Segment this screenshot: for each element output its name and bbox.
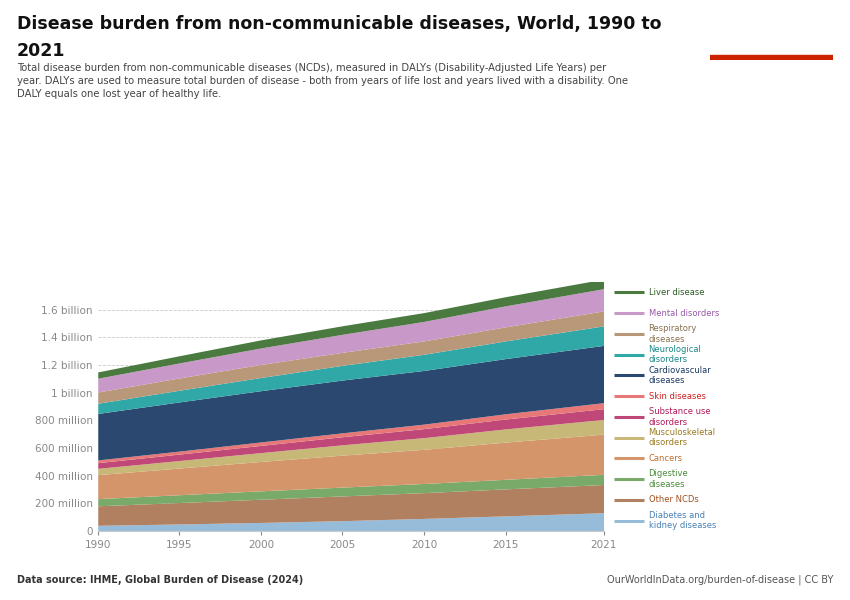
Text: in Data: in Data <box>749 38 794 48</box>
Text: Digestive
diseases: Digestive diseases <box>649 469 688 489</box>
Text: Other NCDs: Other NCDs <box>649 496 699 505</box>
Text: Diabetes and
kidney diseases: Diabetes and kidney diseases <box>649 511 716 530</box>
Text: Skin diseases: Skin diseases <box>649 392 705 401</box>
Text: Neurological
disorders: Neurological disorders <box>649 345 701 364</box>
Text: OurWorldInData.org/burden-of-disease | CC BY: OurWorldInData.org/burden-of-disease | C… <box>607 575 833 585</box>
Text: Total disease burden from non-communicable diseases (NCDs), measured in DALYs (D: Total disease burden from non-communicab… <box>17 63 628 100</box>
Bar <box>710 55 833 60</box>
Text: Data source: IHME, Global Burden of Disease (2024): Data source: IHME, Global Burden of Dise… <box>17 575 303 585</box>
Text: Our World: Our World <box>740 22 803 32</box>
Text: Cardiovascular
diseases: Cardiovascular diseases <box>649 365 711 385</box>
Text: Respiratory
diseases: Respiratory diseases <box>649 324 697 344</box>
Text: Mental disorders: Mental disorders <box>649 308 719 317</box>
Text: Substance use
disorders: Substance use disorders <box>649 407 710 427</box>
Text: Disease burden from non-communicable diseases, World, 1990 to: Disease burden from non-communicable dis… <box>17 15 661 33</box>
Text: Musculoskeletal
disorders: Musculoskeletal disorders <box>649 428 716 448</box>
Text: Liver disease: Liver disease <box>649 288 704 297</box>
Text: Cancers: Cancers <box>649 454 683 463</box>
Text: 2021: 2021 <box>17 42 65 60</box>
